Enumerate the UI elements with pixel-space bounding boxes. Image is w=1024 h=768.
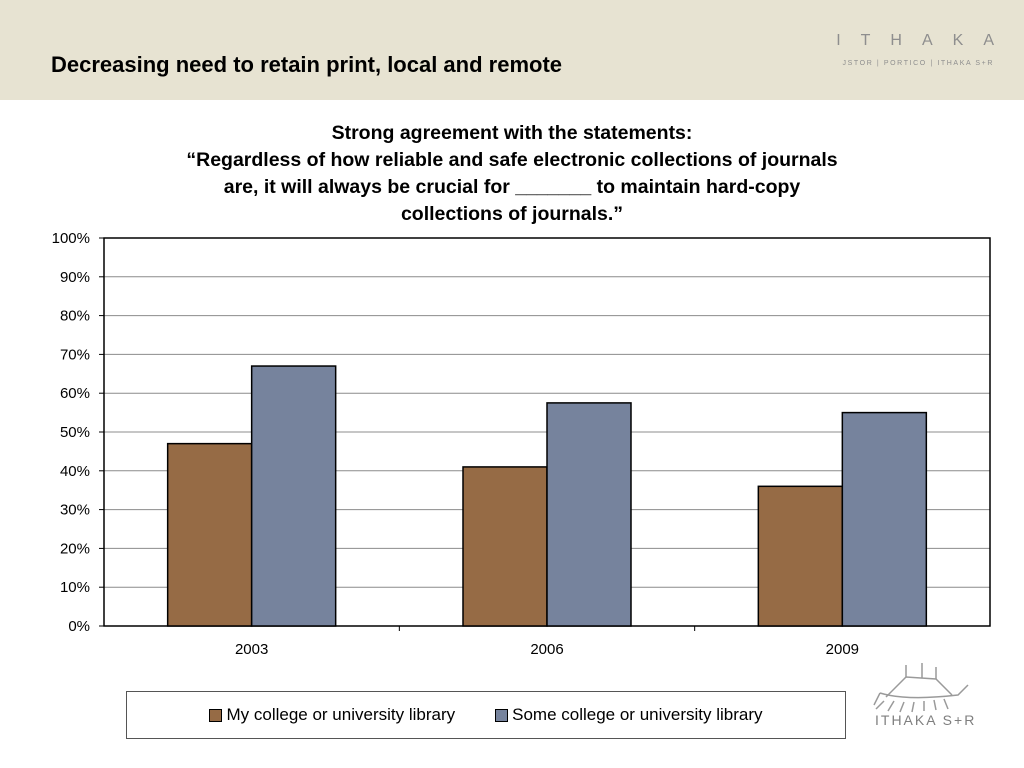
legend-swatch [209, 708, 223, 722]
ship-logo-icon [873, 663, 969, 713]
bar-2009-some-library [841, 411, 928, 627]
y-tick-label: 10% [60, 579, 90, 596]
slide-title: Decreasing need to retain print, local a… [51, 52, 563, 77]
legend-item-some-library: Some college or university library [495, 705, 763, 725]
bar-2009-my-library [757, 485, 844, 627]
chart-title-line: are, it will always be crucial for _____… [223, 176, 801, 198]
bar-2006-some-library [546, 402, 632, 627]
chart-legend: My college or university library Some co… [126, 691, 846, 739]
bar-2006-my-library [462, 466, 548, 627]
x-tick-label: 2009 [826, 641, 859, 658]
y-tick-label: 40% [60, 463, 90, 480]
legend-label: My college or university library [226, 705, 456, 724]
chart-title: Strong agreement with the statements: “R… [80, 120, 944, 228]
logo-text: ITHAKA S+R [875, 712, 977, 728]
y-tick-label: 100% [52, 230, 90, 247]
bar-2003-some-library [250, 365, 337, 627]
brand-sub: JSTOR | PORTICO | ITHAKA S+R [842, 60, 994, 67]
legend-swatch [495, 708, 509, 722]
x-tick-label: 2006 [530, 641, 563, 658]
header-band: Decreasing need to retain print, local a… [0, 0, 1024, 100]
y-tick-label: 50% [60, 424, 90, 441]
legend-item-my-library: My college or university library [209, 705, 455, 725]
bar-2003-my-library [166, 442, 253, 627]
y-tick-label: 90% [60, 269, 90, 286]
x-tick-label: 2003 [235, 641, 268, 658]
y-tick-label: 80% [60, 308, 90, 325]
legend-label: Some college or university library [512, 705, 763, 724]
chart-title-line: Strong agreement with the statements: [331, 122, 693, 144]
y-tick-label: 20% [60, 540, 90, 557]
y-tick-label: 30% [60, 502, 90, 519]
y-tick-label: 70% [60, 346, 90, 363]
brand-mark: ITHAKA JSTOR | PORTICO | ITHAKA S+R [836, 32, 994, 67]
chart-title-line: collections of journals.” [400, 203, 624, 225]
y-tick-label: 0% [68, 618, 90, 635]
brand-name: ITHAKA [836, 32, 1014, 49]
y-tick-label: 60% [60, 385, 90, 402]
chart-title-line: “Regardless of how reliable and safe ele… [186, 149, 838, 171]
